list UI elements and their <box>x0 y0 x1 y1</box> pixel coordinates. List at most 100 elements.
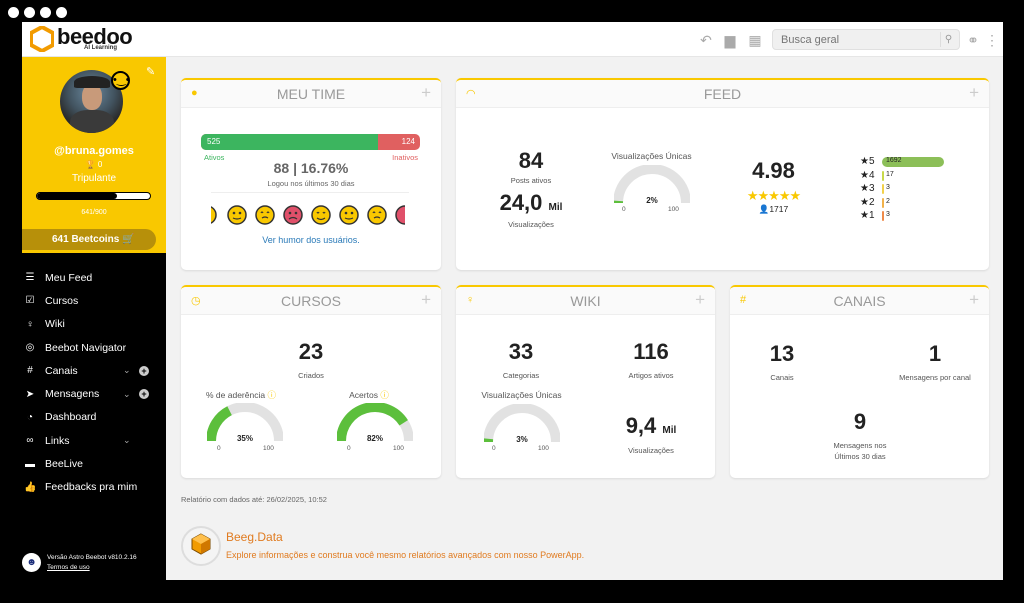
undo-icon[interactable]: ↶ <box>700 32 712 48</box>
hashtag-icon: # <box>27 365 33 377</box>
card-title: CANAIS <box>833 293 886 309</box>
help-icon[interactable]: ⓘ <box>380 390 389 400</box>
unique-views-title: Visualizações Únicas <box>611 151 692 161</box>
add-message-icon[interactable]: + <box>139 389 149 400</box>
views-label: Visualizações <box>628 446 674 455</box>
sidebar-item-links[interactable]: ∞ Links ⌄ <box>22 429 166 452</box>
add-icon[interactable]: + <box>695 290 705 309</box>
compass-icon: ◎ <box>25 342 35 354</box>
window-dot[interactable] <box>24 7 35 18</box>
search-icon[interactable]: ⚲ <box>940 32 956 47</box>
views-unit: Mil <box>662 425 677 436</box>
card-header: # CANAIS + <box>730 287 989 315</box>
sidebar-item-label: Canais <box>45 364 78 377</box>
avatar[interactable] <box>60 70 123 133</box>
mood-face-icon <box>283 205 303 225</box>
hits-label: Acertos <box>349 390 378 400</box>
edit-pencil-icon[interactable]: ✎ <box>146 66 156 78</box>
sidebar-item-label: Wiki <box>45 318 65 331</box>
search-input[interactable] <box>773 30 933 50</box>
mood-face-icon <box>255 205 275 225</box>
mood-face-icon <box>367 205 387 225</box>
grid-icon[interactable]: ▦ <box>748 32 762 48</box>
chevron-down-icon[interactable]: ⌄ <box>123 365 131 376</box>
video-icon: ▬ <box>25 458 35 470</box>
star-label: ★4 <box>860 169 875 181</box>
humor-link[interactable]: Ver humor dos usuários. <box>262 235 360 245</box>
active-label: Ativos <box>204 153 225 162</box>
note-icon[interactable]: ▆ <box>724 32 736 48</box>
brand-name: beedoo <box>57 24 133 49</box>
canais-card: # CANAIS + 13 Canais 1 Mensagens por can… <box>730 285 989 478</box>
star-label: ★1 <box>860 210 875 221</box>
terms-link[interactable]: Termos de uso <box>47 564 90 571</box>
sidebar-item-cursos[interactable]: ☑ Cursos <box>22 289 166 312</box>
window-dot[interactable] <box>40 7 51 18</box>
add-channel-icon[interactable]: + <box>139 365 149 376</box>
mood-face-icon <box>395 205 405 225</box>
team-activity-bar: 525 124 <box>201 134 420 150</box>
views-block: 24,0 Mil <box>486 190 576 216</box>
chevron-down-icon[interactable]: ⌄ <box>123 435 131 446</box>
adherence-label: % de aderência <box>206 390 266 400</box>
inactive-label: Inativos <box>392 153 418 162</box>
sidebar-item-mensagens[interactable]: ➤ Mensagens ⌄ + <box>22 382 166 405</box>
mood-face-icon <box>227 205 247 225</box>
top-bar: beedoo AI Learning ↶ ▆ ▦ ⚲ ⚭ ⋮ <box>22 22 1003 57</box>
posts-value: 84 <box>518 148 544 173</box>
beeg-data-description: Explore informações e construa você mesm… <box>226 550 585 560</box>
gauge-min: 0 <box>622 206 626 213</box>
sidebar-item-beebot-navigator[interactable]: ◎ Beebot Navigator <box>22 336 166 359</box>
more-menu-icon[interactable]: ⋮ <box>985 32 999 48</box>
window-dot[interactable] <box>8 7 19 18</box>
unique-views-title: Visualizações Únicas <box>481 390 562 400</box>
trophy-value: 0 <box>97 160 103 169</box>
articles-label: Artigos ativos <box>628 371 674 380</box>
per-channel-label: Mensagens por canal <box>899 373 971 382</box>
star-rating-icons: ★★★★★ <box>746 188 801 203</box>
wiki-card: ♀ WIKI + 33 Categorias 116 Artigos ativo… <box>456 285 715 478</box>
categories-value: 33 <box>508 339 534 364</box>
star-row-5: ★5 1692 <box>860 156 960 168</box>
views-value: 9,4 <box>625 413 657 438</box>
brand-logo[interactable]: beedoo <box>30 24 133 52</box>
beetcoins-button[interactable]: 641 Beetcoins 🛒 <box>22 229 156 250</box>
sidebar-item-canais[interactable]: # Canais ⌄ + <box>22 359 166 382</box>
beeg-data-icon <box>181 526 221 566</box>
articles-value: 116 <box>633 339 669 364</box>
sidebar-item-dashboard[interactable]: ◔ Dashboard <box>22 406 166 429</box>
rating-count-block: 👤1717 <box>741 204 806 215</box>
star-count: 1692 <box>886 157 902 164</box>
add-icon[interactable]: + <box>421 290 431 309</box>
add-icon[interactable]: + <box>421 83 431 102</box>
star-bar <box>882 170 884 181</box>
sidebar-item-feedbacks[interactable]: 👍 Feedbacks pra mim <box>22 476 166 499</box>
user-icon: ● <box>191 87 198 99</box>
courses-created-label: Criados <box>298 371 324 380</box>
hexagon-logo-icon <box>30 26 54 52</box>
beeg-data-title[interactable]: Beeg.Data <box>226 530 283 544</box>
add-icon[interactable]: + <box>969 290 979 309</box>
sidebar-item-meu-feed[interactable]: ☰ Meu Feed <box>22 266 166 289</box>
adherence-gauge: 35% <box>207 403 283 443</box>
window-dot[interactable] <box>56 7 67 18</box>
username[interactable]: @bruna.gomes <box>54 145 134 157</box>
active-count: 525 <box>207 137 221 146</box>
help-icon[interactable]: ⓘ <box>267 390 276 400</box>
card-header: ◠ FEED + <box>456 80 989 108</box>
links-icon[interactable]: ⚭ <box>967 32 979 48</box>
star-bar <box>882 157 944 167</box>
mood-carousel[interactable] <box>211 204 405 226</box>
star-bar <box>882 197 884 208</box>
star-label: ★3 <box>860 183 875 194</box>
add-icon[interactable]: + <box>969 83 979 102</box>
star-count: 2 <box>886 197 890 205</box>
chevron-down-icon[interactable]: ⌄ <box>123 388 131 399</box>
mood-neutral-icon[interactable]: •‿• <box>111 71 130 90</box>
sidebar-item-beelive[interactable]: ▬ BeeLive <box>22 452 166 475</box>
star-row-3: ★3 3 <box>860 183 960 195</box>
sidebar-item-wiki[interactable]: ♀ Wiki <box>22 313 166 336</box>
per-channel-value: 1 <box>928 341 942 366</box>
star-label: ★5 <box>860 156 875 167</box>
mood-face-icon <box>211 206 217 224</box>
